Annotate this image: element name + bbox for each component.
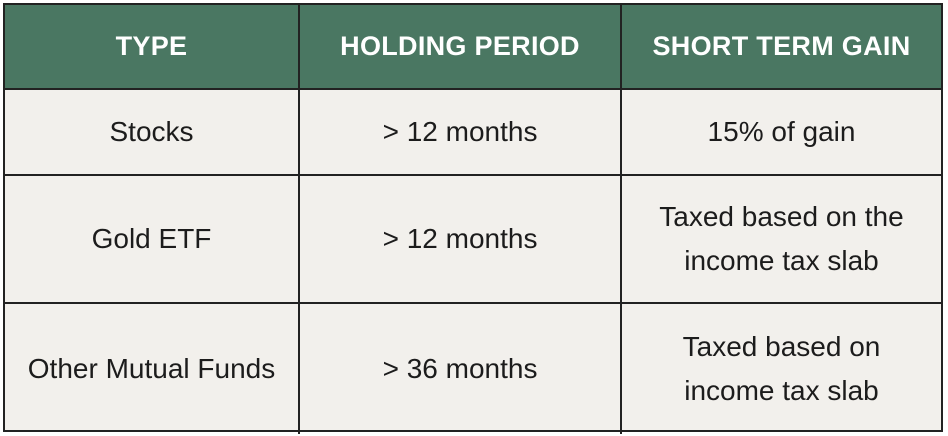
tax-table: TYPE HOLDING PERIOD SHORT TERM GAIN Stoc… bbox=[5, 5, 941, 434]
table-row: Stocks > 12 months 15% of gain bbox=[5, 88, 941, 176]
cell-short-term-gain: 15% of gain bbox=[620, 88, 941, 176]
cell-short-term-gain: Taxed based on the income tax slab bbox=[620, 174, 941, 304]
tax-table-container: TYPE HOLDING PERIOD SHORT TERM GAIN Stoc… bbox=[3, 3, 943, 434]
cell-holding-period: > 12 months bbox=[298, 88, 622, 176]
cell-holding-period: > 12 months bbox=[298, 174, 622, 304]
cell-holding-period: > 36 months bbox=[298, 302, 622, 434]
header-holding-period: HOLDING PERIOD bbox=[298, 5, 622, 90]
cell-type: Stocks bbox=[5, 88, 300, 176]
header-type: TYPE bbox=[5, 5, 300, 90]
table-row: Gold ETF > 12 months Taxed based on the … bbox=[5, 174, 941, 304]
cell-type: Other Mutual Funds bbox=[5, 302, 300, 434]
table-header-row: TYPE HOLDING PERIOD SHORT TERM GAIN bbox=[5, 5, 941, 90]
cell-short-term-gain: Taxed based on income tax slab bbox=[620, 302, 941, 434]
table-row: Other Mutual Funds > 36 months Taxed bas… bbox=[5, 302, 941, 434]
cell-type: Gold ETF bbox=[5, 174, 300, 304]
header-short-term-gain: SHORT TERM GAIN bbox=[620, 5, 941, 90]
